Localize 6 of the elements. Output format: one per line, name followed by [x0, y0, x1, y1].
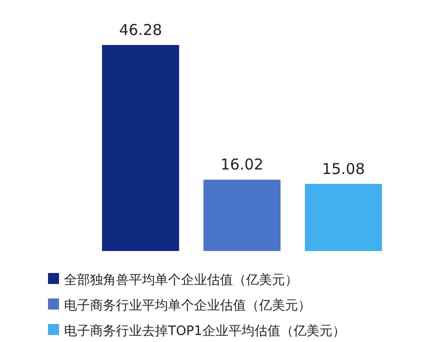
legend-label: 全部独角兽平均单个企业估值（亿美元） [64, 272, 298, 288]
legend-label: 电子商务行业平均单个企业估值（亿美元） [64, 298, 311, 314]
data-label: 46.28 [119, 21, 162, 39]
data-label: 15.08 [322, 160, 365, 178]
legend-label: 电子商务行业去掉TOP1企业平均估值（亿美元） [64, 323, 346, 339]
data-label: 16.02 [220, 156, 264, 174]
